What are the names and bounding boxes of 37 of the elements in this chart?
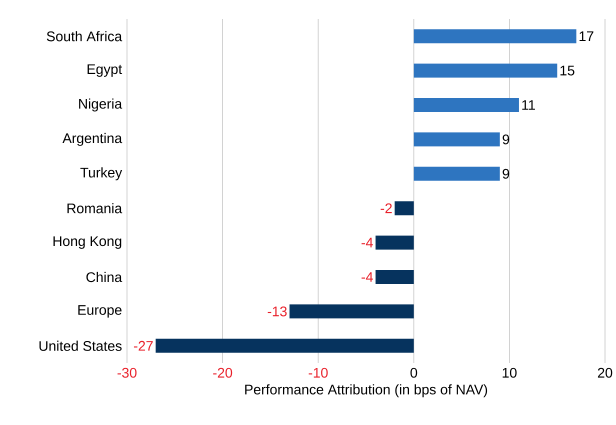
data-label: 9: [502, 134, 510, 144]
y-tick-label: United States: [39, 340, 122, 351]
bar: [414, 29, 576, 44]
bar: [394, 201, 414, 216]
y-tick-label: Turkey: [80, 167, 122, 180]
x-tick-label: 10: [502, 368, 517, 378]
x-tick-label: -30: [118, 368, 137, 378]
bar: [376, 270, 414, 284]
data-label: -2: [380, 203, 392, 214]
bar: [156, 338, 414, 353]
data-label: -27: [134, 340, 153, 351]
y-tick-label: Nigeria: [79, 98, 122, 112]
y-tick-label: Europe: [78, 305, 122, 318]
x-axis-title: Performance Attribution (in bps of NAV): [245, 384, 488, 398]
data-label: -4: [362, 272, 373, 282]
bar: [414, 64, 558, 78]
y-tick-label: Argentina: [62, 132, 122, 146]
x-tick-label: -20: [213, 368, 232, 378]
y-tick-label: China: [86, 272, 122, 282]
y-tick-label: Romania: [67, 203, 122, 214]
x-tick-label: 0: [410, 368, 418, 378]
bar: [376, 236, 414, 250]
data-label: 9: [502, 168, 510, 179]
data-label: 11: [522, 100, 535, 110]
data-label: 17: [580, 31, 594, 41]
data-label: -13: [268, 306, 287, 316]
x-tick-label: -10: [308, 368, 328, 378]
bar: [290, 304, 414, 318]
bar: [414, 166, 500, 181]
x-tick-label: 20: [598, 368, 612, 378]
bar: [414, 98, 519, 112]
y-tick-label: Egypt: [88, 64, 122, 77]
data-label: 15: [560, 66, 574, 76]
bar: [414, 132, 500, 146]
data-label: -4: [362, 238, 373, 248]
y-tick-label: Hong Kong: [54, 236, 122, 249]
y-tick-label: South Africa: [46, 31, 122, 42]
